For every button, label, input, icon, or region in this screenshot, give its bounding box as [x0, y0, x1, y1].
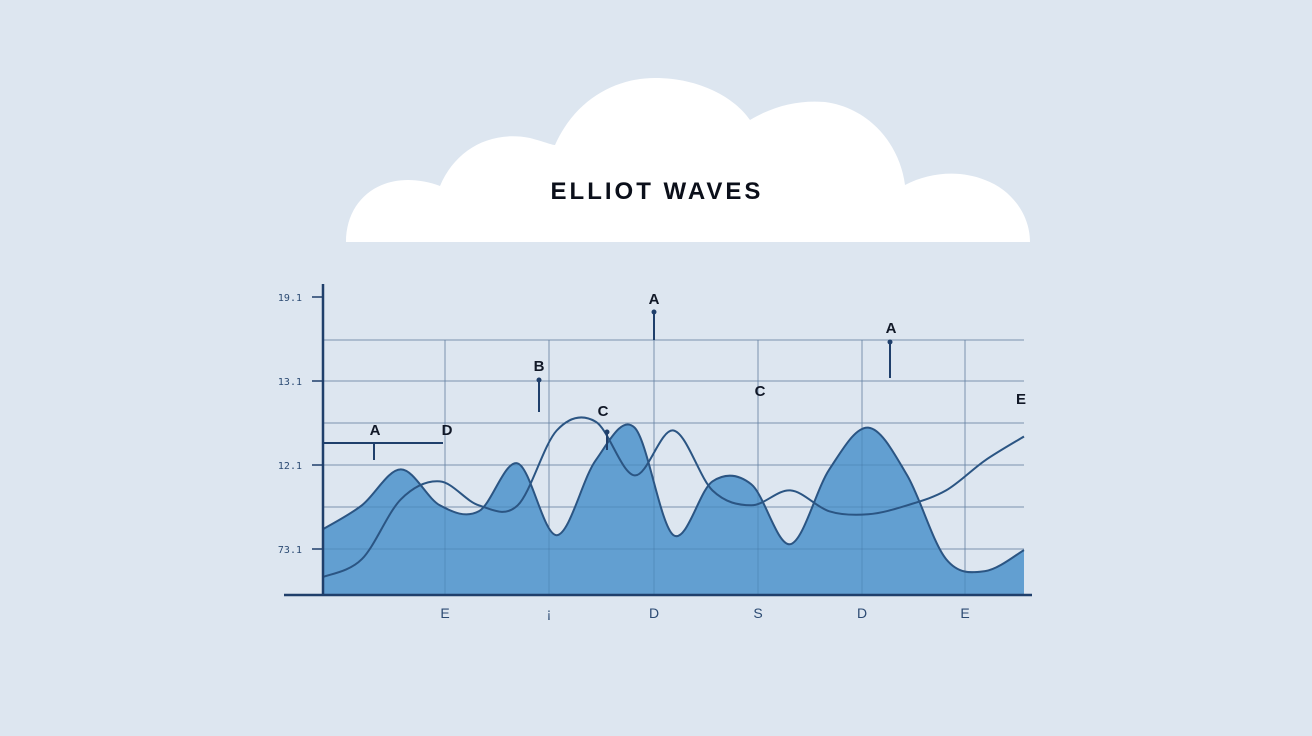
chart-title: ELLIOT WAVES [551, 178, 764, 205]
x-tick-label: E [960, 605, 969, 621]
wave-label: C [755, 383, 766, 400]
wave-label: B [534, 358, 545, 375]
wave-label: A [370, 422, 381, 439]
y-axis-ticks: 19.1 13.1 12.1 73.1 [278, 293, 323, 556]
y-tick-label: 19.1 [278, 293, 302, 304]
axes [284, 284, 1032, 597]
wave-series-1-line [322, 423, 1025, 574]
x-tick-label: S [753, 605, 762, 621]
annotation-dot [887, 339, 893, 345]
wave-area-fill [323, 424, 1024, 595]
y-tick-label: 73.1 [278, 545, 302, 556]
wave-label: A [649, 291, 660, 308]
y-tick-label: 13.1 [278, 377, 302, 388]
wave-label: A [886, 320, 897, 337]
x-tick-label: E [440, 605, 449, 621]
wave-label: C [598, 403, 609, 420]
grid-lines-over-area [323, 339, 1024, 595]
x-tick-label: D [857, 605, 867, 621]
wave-area [323, 339, 1024, 595]
wave-annotations: A D B C A C A E [370, 291, 1026, 450]
x-tick-label: D [649, 605, 659, 621]
wave-label: D [442, 422, 453, 439]
wave-label: E [1016, 391, 1026, 408]
x-axis-ticks: E ¡ D S D E [440, 605, 969, 621]
annotation-dot [604, 429, 610, 435]
x-tick-label: ¡ [547, 605, 552, 621]
cloud-shape [346, 78, 1030, 242]
annotation-dot [536, 377, 542, 383]
annotation-dot [651, 309, 657, 315]
y-tick-label: 12.1 [278, 461, 302, 472]
wave-lines [322, 416, 1025, 579]
wave-series-2-line [322, 416, 1025, 579]
